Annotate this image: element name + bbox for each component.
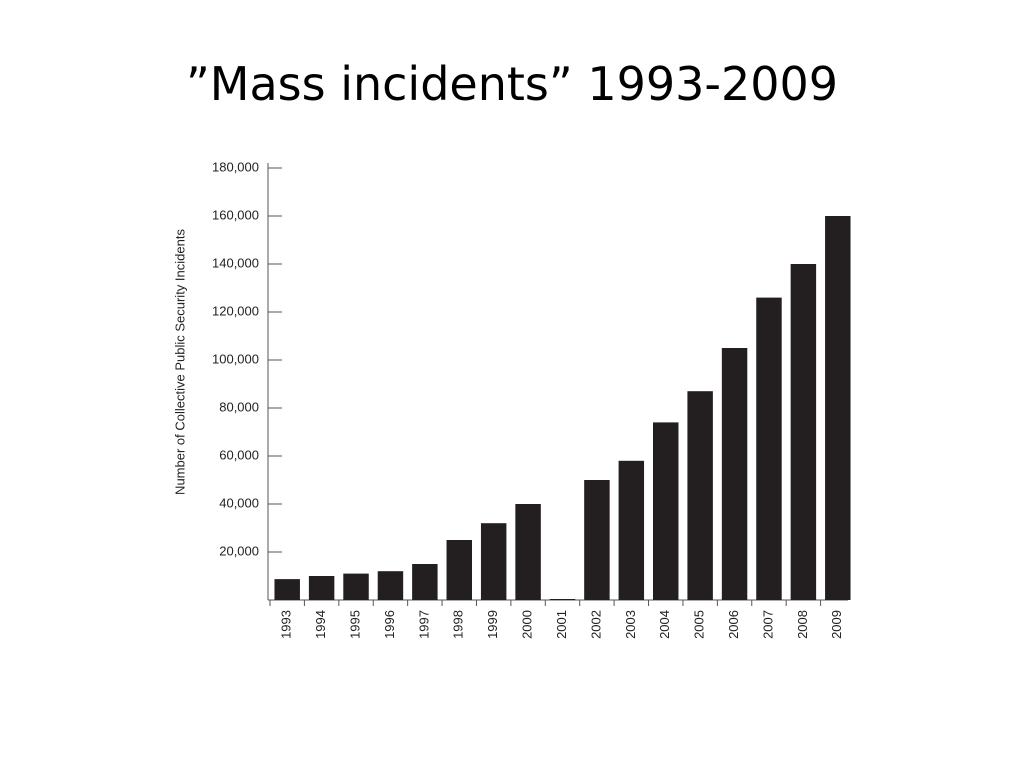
bar [825,216,851,600]
y-tick-label: 40,000 [219,495,259,510]
x-tick-label: 1996 [382,610,397,639]
x-tick-label: 2009 [829,610,844,639]
bar [790,264,817,600]
x-tick-label: 2001 [554,610,569,639]
y-tick-label: 160,000 [212,207,259,222]
bar [687,391,713,600]
x-tick-label: 1998 [451,610,466,639]
x-tick-label: 1994 [313,610,328,639]
x-tick-label: 1995 [347,610,362,639]
bar [653,422,679,600]
x-tick-label: 1997 [416,610,431,639]
x-tick-label: 1993 [279,610,294,639]
x-tick-label: 2007 [760,610,775,639]
bar [308,576,335,600]
bar [515,504,541,600]
y-tick-label: 140,000 [212,255,259,270]
y-tick-label: 20,000 [219,543,259,558]
bar [274,579,300,600]
bar [618,460,645,600]
bar [343,573,369,600]
bar [584,480,610,600]
bar [549,599,576,600]
x-tick-label: 2005 [692,610,707,639]
y-tick-label: 120,000 [212,303,259,318]
x-tick-label: 2006 [726,610,741,639]
y-tick-label: 60,000 [219,447,259,462]
bar [412,564,438,600]
y-axis-label: Number of Collective Public Security Inc… [172,229,187,495]
x-tick-label: 1999 [485,610,500,639]
chart-title: ”Mass incidents” 1993-2009 [186,57,838,111]
y-tick-label: 100,000 [212,351,259,366]
x-tick-label: 2003 [623,610,638,639]
x-tick-label: 2002 [588,610,603,639]
bar [480,523,507,600]
y-tick-label: 80,000 [219,399,259,414]
x-tick-label: 2008 [795,610,810,639]
x-tick-label: 2000 [520,610,535,639]
bar [756,297,782,600]
bar [721,348,748,600]
bar [446,540,472,600]
bar [377,571,404,600]
x-tick-label: 2004 [657,610,672,639]
y-tick-label: 180,000 [212,159,259,174]
